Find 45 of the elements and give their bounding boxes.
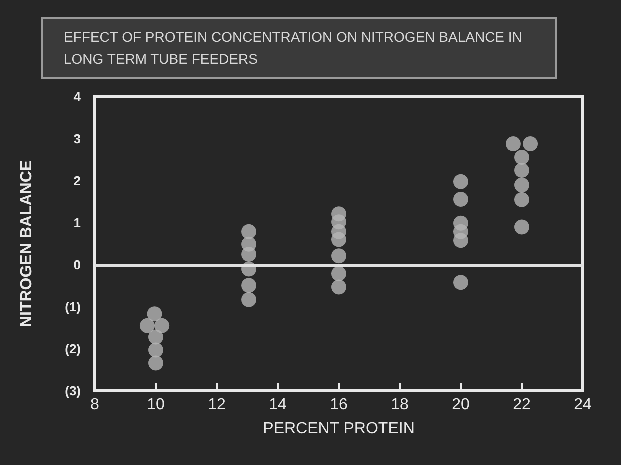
y-tick-label: (1) (65, 300, 81, 314)
point (454, 233, 468, 248)
point (514, 192, 530, 208)
x-tick-label: 12 (208, 396, 226, 414)
y-tick-label: 0 (74, 258, 81, 272)
point (148, 330, 164, 345)
point (514, 150, 530, 165)
y-tick-label: 1 (74, 216, 81, 230)
x-tick-label: 20 (452, 396, 470, 414)
x-tick-label: 10 (147, 396, 165, 414)
point (454, 192, 468, 207)
point (140, 318, 155, 334)
point (514, 163, 530, 178)
x-axis-title: PERCENT PROTEIN (263, 420, 415, 438)
point (242, 224, 257, 240)
point (147, 306, 162, 322)
point (332, 266, 346, 282)
point (242, 247, 257, 262)
point (454, 275, 468, 290)
point (514, 178, 530, 193)
x-tick-label: 24 (574, 396, 592, 414)
point (242, 278, 257, 294)
point (154, 318, 170, 334)
x-tick-label: 18 (391, 396, 409, 414)
point (514, 220, 530, 235)
point (332, 248, 346, 264)
y-tick-label: (3) (65, 384, 81, 398)
chart-title: EFFECT OF PROTEIN CONCENTRATION ON NITROGEN BALANCE IN LONG TERM TUBE FEEDERS (64, 29, 526, 67)
y-axis-title: NITROGEN BALANCE (18, 160, 36, 328)
point (523, 136, 538, 152)
y-tick-label: 2 (74, 174, 81, 188)
x-tick-label: 8 (90, 396, 100, 414)
point (454, 174, 468, 190)
point (332, 280, 346, 295)
point (332, 232, 346, 248)
point (148, 342, 164, 358)
point (506, 136, 521, 152)
x-tick-label: 14 (269, 396, 287, 414)
x-tick-label: 16 (330, 396, 348, 414)
x-tick-label: 22 (513, 396, 531, 414)
y-tick-label: 4 (74, 90, 82, 104)
point (242, 292, 257, 308)
y-tick-label: 3 (74, 132, 81, 146)
point (148, 356, 164, 371)
y-tick-label: (2) (65, 342, 81, 356)
